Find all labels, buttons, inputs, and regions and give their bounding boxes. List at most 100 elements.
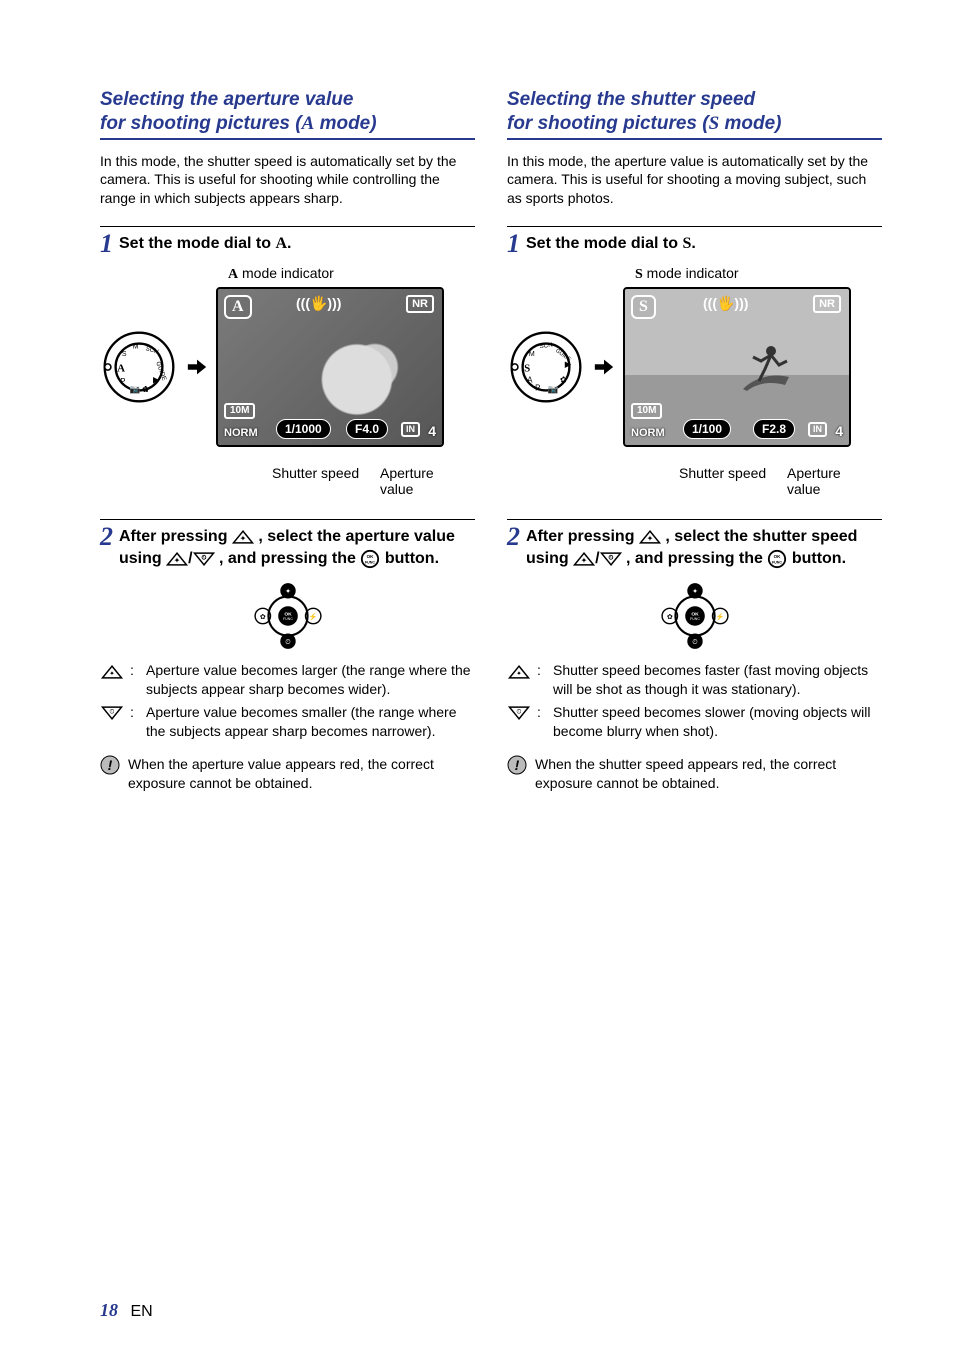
step-number: 1 — [100, 231, 113, 257]
svg-text:📷: 📷 — [548, 384, 559, 394]
right-column: Selecting the shutter speed for shooting… — [507, 88, 882, 793]
svg-text:✿: ✿ — [666, 614, 672, 621]
effect-list: ✦ : Shutter speed becomes faster (fast m… — [507, 661, 882, 741]
step-number: 1 — [507, 231, 520, 257]
page-language: EN — [130, 1303, 152, 1320]
indicator-glyph: S — [635, 267, 643, 282]
step1-pre: Set the mode dial to — [526, 235, 682, 252]
lcd-resolution-badge: 10M — [631, 403, 662, 419]
dpad-illustration: OK FUNC ✦ ⏲ ✿ ⚡ — [253, 581, 323, 651]
lcd-preview: A (((🖐))) NR 10M NORM 1/1000 F4.0 IN 4 — [216, 287, 444, 447]
colon: : — [130, 661, 140, 699]
intro-text: In this mode, the aperture value is auto… — [507, 152, 882, 209]
lcd-shots-remaining: 4 — [428, 423, 436, 439]
dpad-up-icon: ✦ — [573, 551, 595, 567]
svg-text:⚡: ⚡ — [715, 612, 724, 621]
dpad-down-icon: ⏲ — [193, 551, 215, 567]
surfer-icon — [735, 337, 795, 397]
svg-text:FUNC: FUNC — [690, 618, 700, 622]
svg-text:OK: OK — [284, 612, 292, 618]
left-column: Selecting the aperture value for shootin… — [100, 88, 475, 793]
effect-up-text: Shutter speed becomes faster (fast movin… — [553, 661, 882, 699]
svg-text:!: ! — [108, 757, 113, 773]
svg-text:▶: ▶ — [565, 359, 572, 369]
figure-row: S M SCN GUIDE ▶ ✿ 📷 P A — [507, 287, 882, 447]
dpad-up-icon: ✦ — [100, 661, 124, 699]
lcd-aperture-value: F2.8 — [753, 419, 795, 439]
arrow-right-icon — [593, 356, 615, 378]
svg-text:✿: ✿ — [560, 375, 568, 385]
mode-dial-icon: A S M SCN GUIDE ▶ ✿ 📷 P — [100, 328, 178, 406]
lcd-preview: S (((🖐))) NR 10M NORM 1/100 F2.8 IN 4 — [623, 287, 851, 447]
s2c: , and pressing the — [219, 550, 360, 567]
heading-line2-pre: for shooting pictures ( — [507, 113, 709, 134]
caption-aperture-value: Aperture value — [787, 465, 867, 497]
svg-text:A: A — [117, 363, 125, 375]
lcd-nr-badge: NR — [406, 295, 434, 313]
lcd-image-stabilizer-icon: (((🖐))) — [296, 295, 341, 312]
svg-text:✦: ✦ — [285, 588, 291, 596]
heading-line1: Selecting the shutter speed — [507, 89, 755, 110]
svg-text:⏲: ⏲ — [608, 554, 613, 561]
warning-note: ! When the aperture value appears red, t… — [100, 755, 475, 793]
step-2-text: After pressing ✦ , select the shutter sp… — [526, 526, 882, 569]
svg-text:⏲: ⏲ — [516, 709, 521, 716]
svg-text:P: P — [120, 377, 125, 386]
step1-post: . — [691, 235, 695, 252]
indicator-glyph: A — [228, 267, 238, 282]
dpad-up-icon: ✦ — [166, 551, 188, 567]
warning-text: When the aperture value appears red, the… — [128, 755, 475, 793]
dpad-down-icon: ⏲ — [100, 703, 124, 741]
lcd-mode-indicator: S — [631, 295, 656, 319]
heading-line2-pre: for shooting pictures ( — [100, 113, 302, 134]
dpad-illustration: OK FUNC ✦ ⏲ ✿ ⚡ — [660, 581, 730, 651]
lcd-shutter-speed: 1/1000 — [276, 419, 331, 439]
step-1-text: Set the mode dial to S. — [526, 233, 696, 255]
colon: : — [537, 703, 547, 741]
s2d: button. — [385, 550, 439, 567]
svg-text:S: S — [122, 351, 127, 358]
s2c: , and pressing the — [626, 550, 767, 567]
svg-text:✿: ✿ — [259, 614, 265, 621]
s2d: button. — [792, 550, 846, 567]
warning-note: ! When the shutter speed appears red, th… — [507, 755, 882, 793]
s2a: After pressing — [119, 528, 232, 545]
warning-text: When the shutter speed appears red, the … — [535, 755, 882, 793]
lcd-quality-label: NORM — [631, 427, 665, 439]
svg-text:S: S — [524, 363, 530, 375]
svg-text:OK: OK — [367, 554, 375, 559]
lcd-quality-label: NORM — [224, 427, 258, 439]
svg-text:✦: ✦ — [581, 556, 587, 564]
svg-text:OK: OK — [691, 612, 699, 618]
lcd-aperture-value: F4.0 — [346, 419, 388, 439]
step1-mode-glyph: A — [275, 235, 287, 252]
lcd-in-badge: IN — [401, 422, 420, 437]
page-footer: 18 EN — [100, 1300, 153, 1321]
heading-line1: Selecting the aperture value — [100, 89, 353, 110]
step-2-text: After pressing ✦ , select the aperture v… — [119, 526, 475, 569]
s2a: After pressing — [526, 528, 639, 545]
lcd-nr-badge: NR — [813, 295, 841, 313]
warning-icon: ! — [507, 755, 527, 793]
dpad-up-icon: ✦ — [507, 661, 531, 699]
caption-aperture-value: Aperture value — [380, 465, 460, 497]
colon: : — [130, 703, 140, 741]
caption-shutter-speed: Shutter speed — [272, 465, 368, 497]
heading-line2-post: mode) — [314, 113, 376, 134]
indicator-text: mode indicator — [643, 265, 739, 281]
heading-line2-post: mode) — [719, 113, 781, 134]
svg-text:✦: ✦ — [516, 669, 522, 677]
lcd-caption: Shutter speed Aperture value — [615, 465, 882, 497]
arrow-right-icon — [186, 356, 208, 378]
step-2: 2 After pressing ✦ , select the aperture… — [100, 519, 475, 569]
page-number: 18 — [100, 1300, 118, 1320]
step-1: 1 Set the mode dial to A. — [100, 226, 475, 257]
svg-text:⏲: ⏲ — [201, 554, 206, 561]
page: Selecting the aperture value for shootin… — [0, 0, 954, 833]
step-number: 2 — [507, 524, 520, 550]
svg-text:!: ! — [515, 757, 520, 773]
step-1-text: Set the mode dial to A. — [119, 233, 291, 255]
two-column-layout: Selecting the aperture value for shootin… — [100, 88, 882, 793]
effect-down-text: Aperture value becomes smaller (the rang… — [146, 703, 475, 741]
svg-text:▶: ▶ — [153, 375, 160, 385]
